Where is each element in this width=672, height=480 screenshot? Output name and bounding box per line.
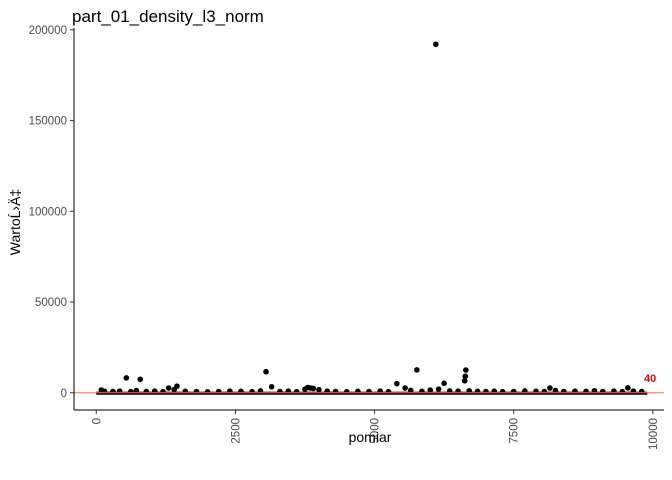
data-point — [591, 387, 598, 394]
data-point — [474, 388, 481, 395]
data-point — [419, 388, 425, 395]
y-tick-label: 150000 — [29, 116, 67, 128]
data-point — [355, 388, 361, 395]
data-point — [385, 388, 392, 395]
y-axis-title: WartoĹ›Ä‡ — [7, 189, 23, 255]
data-point — [293, 388, 300, 395]
data-point — [277, 388, 283, 395]
data-point — [182, 388, 189, 395]
data-point — [541, 388, 548, 395]
data-point — [552, 387, 559, 394]
y-tick-label: 0 — [61, 388, 67, 400]
data-point — [462, 373, 469, 380]
data-point — [332, 388, 339, 395]
data-point — [174, 383, 180, 390]
data-point — [432, 41, 439, 48]
data-point — [101, 388, 108, 395]
data-point — [249, 388, 255, 395]
data-point — [127, 388, 134, 395]
data-point — [343, 388, 350, 395]
data-point — [619, 388, 626, 395]
data-point — [625, 385, 631, 391]
data-point — [310, 385, 317, 392]
data-point — [143, 388, 150, 395]
data-point — [204, 389, 211, 395]
y-tick-label: 100000 — [29, 206, 67, 218]
data-point — [263, 368, 269, 375]
data-point — [638, 388, 645, 395]
data-point — [366, 388, 372, 395]
x-tick-label: 5000 — [370, 418, 382, 444]
data-point — [394, 380, 400, 387]
data-point — [110, 388, 116, 395]
data-point — [483, 388, 489, 395]
data-point — [316, 386, 322, 393]
data-point — [461, 377, 468, 384]
data-point — [193, 388, 200, 395]
data-point — [238, 388, 244, 395]
data-point — [215, 388, 222, 395]
x-axis-ticks: 0 2500 5000 7500 10000 — [91, 410, 660, 450]
data-point — [463, 367, 469, 373]
x-tick-label: 2500 — [230, 418, 242, 444]
x-tick-label: 10000 — [648, 418, 660, 450]
chart-title: part_01_density_l3_norm — [72, 7, 264, 26]
data-point — [402, 385, 408, 391]
data-point — [547, 385, 553, 391]
x-axis-title: pomiar — [349, 429, 392, 445]
plot-area: 40 — [74, 41, 664, 395]
point-annotation: 40 — [644, 373, 656, 385]
data-point — [499, 388, 506, 395]
y-tick-label: 50000 — [35, 297, 67, 309]
data-point — [583, 388, 589, 395]
data-point — [599, 388, 606, 395]
data-point — [510, 388, 517, 395]
data-point — [407, 387, 414, 394]
data-point — [561, 388, 567, 395]
y-axis-ticks: 0 50000 100000 150000 200000 — [29, 25, 74, 400]
data-point — [268, 383, 275, 390]
y-tick-label: 200000 — [29, 25, 67, 37]
data-point — [414, 367, 420, 373]
data-point — [165, 385, 172, 391]
data-point — [533, 388, 539, 395]
data-point — [160, 388, 166, 395]
x-tick-label: 0 — [91, 418, 103, 424]
data-point — [123, 375, 130, 381]
x-tick-label: 7500 — [509, 418, 521, 444]
data-point — [441, 380, 447, 387]
data-point — [427, 387, 434, 393]
data-point — [133, 387, 140, 394]
data-point — [466, 387, 472, 394]
data-point — [435, 386, 442, 392]
data-point — [137, 376, 144, 383]
